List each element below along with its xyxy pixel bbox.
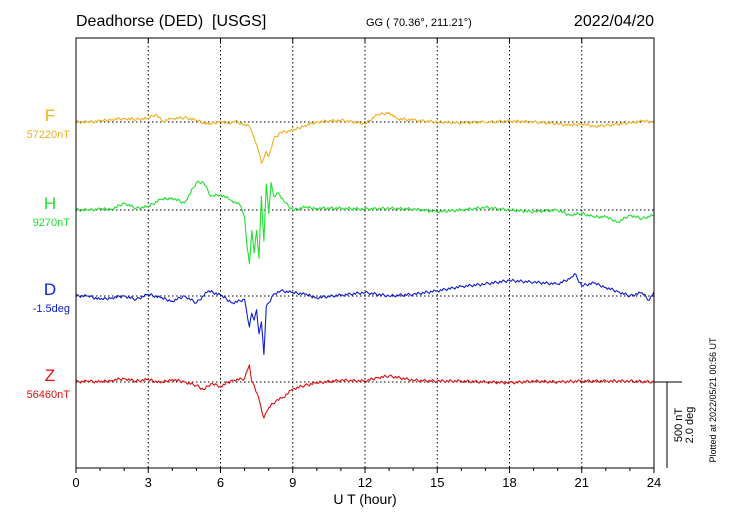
x-tick-label: 18 [502,475,516,490]
x-tick-label: 3 [145,475,152,490]
date-label: 2022/04/20 [574,13,654,30]
baseline-label-f: 57220nT [27,129,71,141]
series-name-f: F [45,106,55,125]
series-line-h [75,180,655,264]
series-name-h: H [44,194,56,213]
x-axis-label: U T (hour) [333,491,396,507]
baseline-label-h: 9270nT [33,217,71,229]
x-tick-label: 6 [217,475,224,490]
series-line-d [75,273,655,356]
series-line-f [75,111,655,164]
x-tick-label: 0 [72,475,79,490]
coords-label: GG ( 70.36°, 211.21°) [366,17,472,29]
grid [147,38,583,468]
x-tick-label: 24 [647,475,661,490]
baseline-label-d: -1.5deg [33,303,70,315]
scale-bar-deg: 2.0 deg [684,407,696,444]
series-layer: F 57220nT H 9270nT D -1.5deg Z 56460nT [27,106,655,419]
x-tick-label: 9 [289,475,296,490]
plotted-timestamp: Plotted at 2022/05/21 00:56 UT [708,337,718,463]
x-tick-label: 12 [358,475,372,490]
baseline-label-z: 56460nT [27,389,71,401]
scale-bar-nt: 500 nT [673,408,685,443]
x-axis: 0 3 6 9 12 15 18 21 24 [72,38,661,490]
x-tick-label: 15 [430,475,444,490]
x-tick-label: 21 [575,475,589,490]
series-name-z: Z [45,366,55,385]
station-title: Deadhorse (DED) [USGS] [76,13,266,30]
series-line-z [75,364,655,419]
scale-bar: 500 nT 2.0 deg [654,381,696,468]
series-name-d: D [44,280,56,299]
